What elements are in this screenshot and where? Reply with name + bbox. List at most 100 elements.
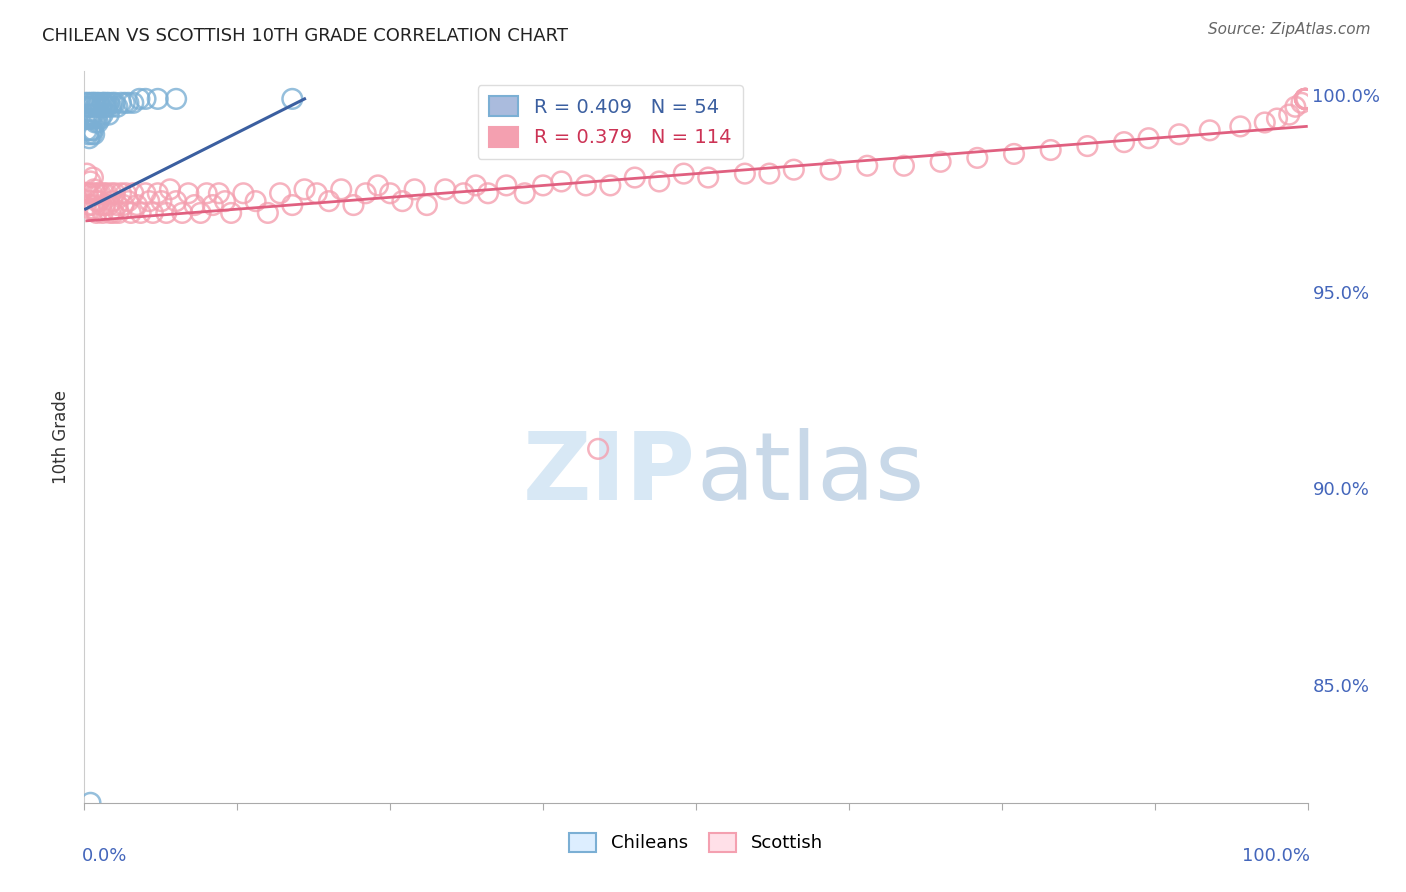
Point: [155, 206, 177, 220]
Point: [87, 100, 110, 114]
Point: [91, 107, 114, 121]
Point: [101, 194, 124, 208]
Point: [1284, 100, 1306, 114]
Point: [1076, 139, 1098, 153]
Point: [1294, 92, 1316, 106]
Point: [1294, 92, 1316, 106]
Point: [114, 95, 136, 110]
Text: atlas: atlas: [696, 427, 924, 520]
Point: [110, 186, 132, 201]
Point: [77, 128, 100, 142]
Point: [112, 198, 135, 212]
Point: [79, 796, 101, 810]
Point: [672, 167, 695, 181]
Point: [195, 186, 218, 201]
Point: [80, 112, 103, 126]
Point: [550, 174, 572, 188]
Point: [135, 92, 157, 106]
Point: [434, 182, 457, 196]
Point: [101, 95, 124, 110]
Point: [80, 128, 103, 142]
Point: [86, 95, 108, 110]
Point: [495, 178, 517, 193]
Point: [77, 100, 100, 114]
Point: [165, 194, 187, 208]
Point: [269, 186, 291, 201]
Text: CHILEAN VS SCOTTISH 10TH GRADE CORRELATION CHART: CHILEAN VS SCOTTISH 10TH GRADE CORRELATI…: [42, 27, 568, 45]
Point: [104, 95, 127, 110]
Point: [83, 95, 105, 110]
Point: [77, 112, 100, 126]
Point: [150, 194, 173, 208]
Point: [1294, 92, 1316, 106]
Point: [294, 182, 316, 196]
Point: [391, 194, 413, 208]
Point: [91, 206, 114, 220]
Text: 100.0%: 100.0%: [1241, 847, 1310, 864]
Point: [820, 162, 842, 177]
Point: [1168, 128, 1191, 142]
Point: [80, 100, 103, 114]
Point: [893, 159, 915, 173]
Point: [117, 95, 139, 110]
Point: [201, 198, 224, 212]
Point: [100, 100, 122, 114]
Point: [856, 159, 879, 173]
Point: [318, 194, 340, 208]
Point: [1198, 123, 1220, 137]
Point: [416, 198, 439, 212]
Point: [93, 186, 115, 201]
Point: [86, 194, 108, 208]
Point: [97, 198, 120, 212]
Point: [783, 162, 806, 177]
Point: [1278, 107, 1301, 121]
Point: [125, 198, 148, 212]
Point: [575, 178, 598, 193]
Point: [586, 442, 609, 456]
Point: [135, 186, 157, 201]
Point: [1229, 120, 1251, 134]
Point: [380, 186, 402, 201]
Point: [367, 178, 389, 193]
Point: [1294, 92, 1316, 106]
Point: [1002, 147, 1025, 161]
Point: [107, 206, 129, 220]
Point: [86, 206, 108, 220]
Point: [79, 107, 101, 121]
Point: [79, 202, 101, 216]
Point: [142, 206, 165, 220]
Point: [208, 186, 231, 201]
Point: [138, 194, 160, 208]
Point: [89, 100, 111, 114]
Point: [91, 95, 114, 110]
Point: [82, 123, 104, 137]
Point: [84, 100, 107, 114]
Point: [96, 186, 118, 201]
Point: [648, 174, 671, 188]
Point: [105, 100, 128, 114]
Point: [93, 95, 115, 110]
Point: [77, 186, 100, 201]
Point: [177, 186, 200, 201]
Point: [82, 95, 104, 110]
Point: [83, 182, 105, 196]
Point: [97, 100, 120, 114]
Point: [77, 131, 100, 145]
Point: [257, 206, 280, 220]
Point: [97, 107, 120, 121]
Point: [122, 186, 145, 201]
Point: [94, 198, 117, 212]
Point: [477, 186, 499, 201]
Point: [1265, 112, 1288, 126]
Point: [1291, 95, 1313, 110]
Point: [98, 206, 121, 220]
Point: [84, 186, 107, 201]
Point: [96, 95, 118, 110]
Point: [117, 194, 139, 208]
Point: [79, 123, 101, 137]
Point: [77, 107, 100, 121]
Point: [758, 167, 780, 181]
Point: [76, 100, 98, 114]
Y-axis label: 10th Grade: 10th Grade: [52, 390, 70, 484]
Text: 0.0%: 0.0%: [82, 847, 128, 864]
